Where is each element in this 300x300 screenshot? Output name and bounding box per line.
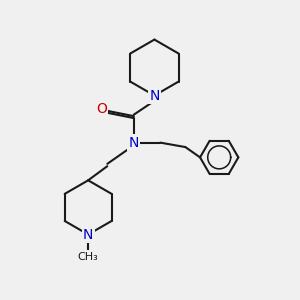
Text: CH₃: CH₃: [78, 252, 98, 262]
Text: O: O: [96, 102, 107, 116]
Text: N: N: [83, 227, 93, 242]
Text: N: N: [149, 88, 160, 103]
Text: N: N: [129, 136, 139, 150]
